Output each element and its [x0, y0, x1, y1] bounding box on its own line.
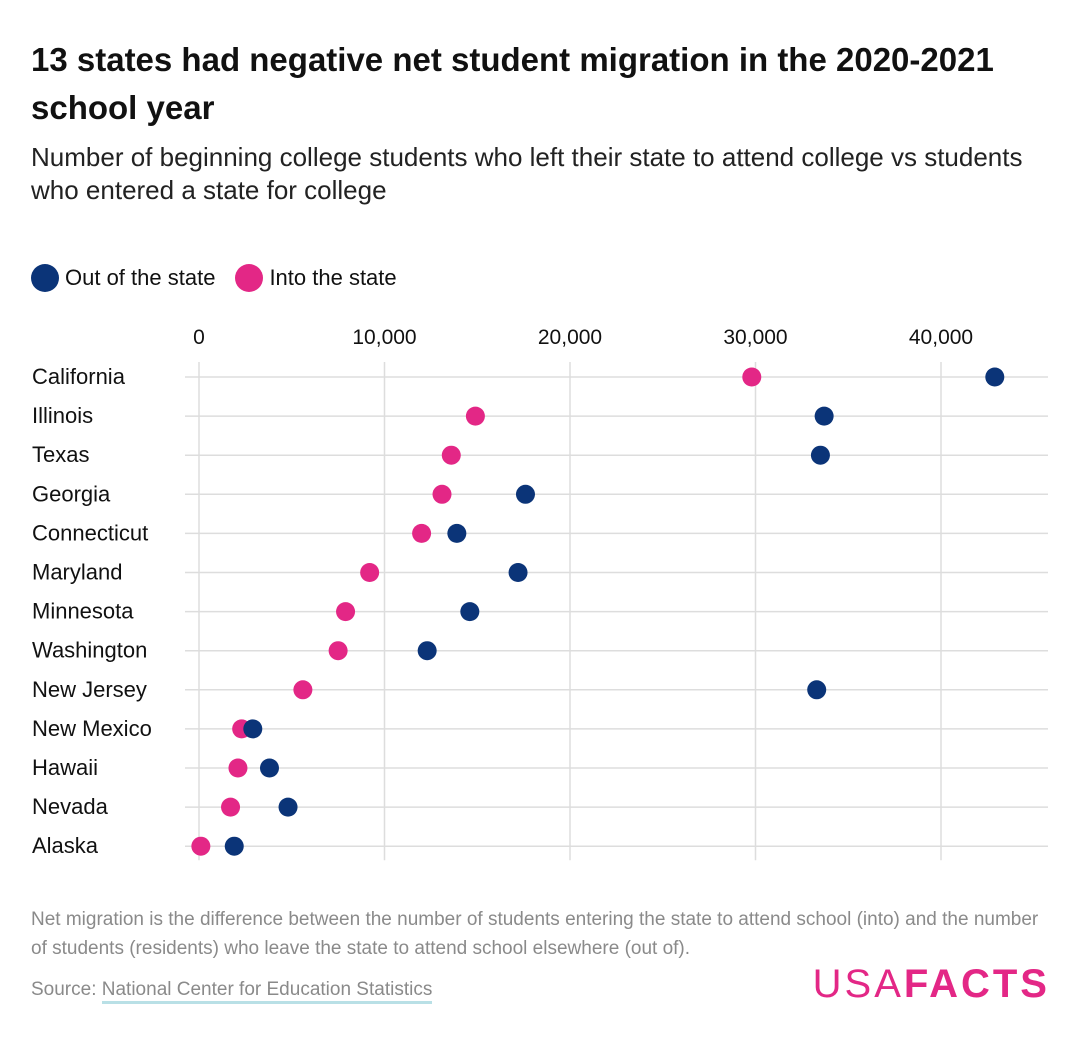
x-tick-label: 40,000 [909, 326, 973, 349]
out-of-state-dot [447, 523, 467, 543]
legend-label-out: Out of the state [65, 265, 216, 290]
into-state-dot [465, 406, 485, 426]
into-state-dot [293, 680, 313, 700]
legend-label-into: Into the state [269, 265, 397, 290]
source-link[interactable]: National Center for Education Statistics [101, 979, 433, 1004]
out-of-state-dot [807, 680, 827, 700]
category-label: Connecticut [32, 520, 148, 545]
x-tick-label: 10,000 [352, 326, 416, 349]
into-state-dot [336, 602, 356, 622]
chart-title: 13 states had negative net student migra… [31, 41, 994, 126]
category-label: Illinois [32, 403, 93, 428]
out-of-state-dot [508, 563, 528, 582]
category-label: Georgia [32, 481, 111, 506]
chart-subtitle: Number of beginning college students who… [31, 142, 1023, 205]
category-label: California [32, 364, 126, 389]
category-label: Washington [32, 638, 147, 663]
legend-item-out: Out of the state [31, 264, 215, 292]
source-prefix: Source: [31, 979, 102, 1000]
legend: Out of the state Into the state [31, 262, 417, 294]
out-of-state-dot [278, 797, 298, 817]
dot-plot: 0 10,000 20,000 30,000 40,000 California Illin… [32, 326, 1048, 861]
category-label: Maryland [32, 560, 122, 585]
out-of-state-dot [810, 445, 830, 465]
out-of-state-dot [460, 602, 480, 622]
legend-swatch-out [31, 264, 59, 292]
into-state-dot [412, 523, 432, 543]
out-of-state-dot [985, 367, 1005, 387]
into-state-dot [328, 641, 348, 661]
out-of-state-dot [417, 641, 437, 661]
into-state-dot [228, 758, 248, 778]
into-state-dot [360, 563, 380, 582]
x-tick-label: 0 [193, 326, 205, 349]
into-state-dot [742, 367, 762, 387]
category-label: Nevada [32, 794, 109, 819]
category-label: Alaska [32, 833, 99, 858]
out-of-state-dot [259, 758, 279, 778]
category-label: Hawaii [32, 755, 98, 780]
legend-swatch-into [235, 264, 264, 292]
out-of-state-dot [814, 406, 834, 426]
x-tick-label: 20,000 [538, 326, 602, 349]
legend-item-into: Into the state [235, 264, 397, 292]
out-of-state-dot [243, 719, 263, 739]
into-state-dot [221, 797, 241, 817]
footnote: Net migration is the difference between … [31, 909, 1039, 959]
into-state-dot [441, 445, 461, 465]
category-label: New Jersey [32, 677, 147, 702]
usafacts-logo: USAFACTS [813, 962, 1050, 1007]
source-line: Source: National Center for Education St… [31, 979, 433, 1004]
out-of-state-dot [224, 836, 244, 856]
category-label: Minnesota [32, 599, 134, 624]
x-tick-label: 30,000 [723, 326, 787, 349]
logo-light-text: USA [812, 962, 904, 1006]
out-of-state-dot [515, 484, 535, 504]
into-state-dot [432, 484, 452, 504]
logo-bold-text: FACTS [903, 962, 1050, 1006]
category-label: New Mexico [32, 716, 152, 741]
category-label: Texas [32, 442, 89, 467]
into-state-dot [191, 836, 211, 856]
